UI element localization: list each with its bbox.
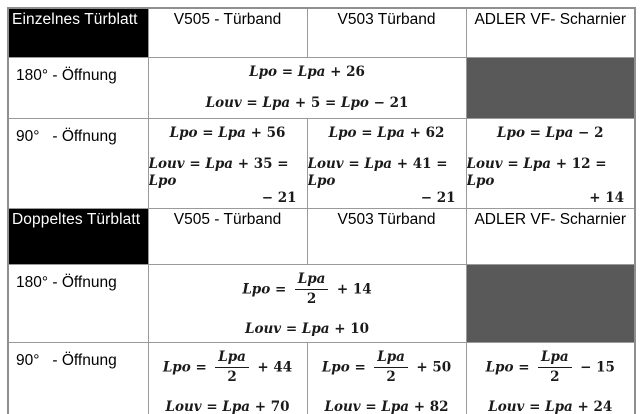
formula-rhs: + 44 <box>257 359 293 376</box>
row-label-90-single: 90° - Öffnung <box>7 117 149 210</box>
table-row: 180° - Öffnung Lpo = Lpa 2 + 14 Louv = L… <box>7 264 636 344</box>
formula-lpo: Lpo = Lpa + 26 <box>249 63 365 80</box>
formula-lpo: Lpo = Lpa + 62 <box>328 124 445 141</box>
formula-louv: Louv = Lpa + 82 <box>324 398 449 414</box>
formula-louv-line: Louv = Lpa + 35 = Lpo <box>148 156 289 190</box>
column-header-adler: ADLER VF- Scharnier <box>465 208 636 266</box>
row-label-180-single: 180° - Öffnung <box>7 56 149 119</box>
hinge-formula-table: Einzelnes Türblatt V505 - Türband V503 T… <box>7 7 636 414</box>
row-label-180-double: 180° - Öffnung <box>7 264 149 344</box>
formula-cell-90-double-adler: Lpo = Lpa 2 − 15 Louv = Lpa + 24 <box>465 342 636 414</box>
fraction: Lpa 2 <box>294 271 329 308</box>
formula-lhs: Lpo = <box>485 359 530 376</box>
fraction-numerator: Lpa <box>537 349 572 368</box>
formula-lpo-fraction: Lpo = Lpa 2 − 15 <box>467 349 634 386</box>
formula-louv: Louv = Lpa + 5 = Lpo − 21 <box>205 95 409 112</box>
placeholder-cell-adler-180-single <box>465 56 636 119</box>
formula-cell-90-single-v505: Lpo = Lpa + 56 Louv = Lpa + 35 = Lpo − 2… <box>147 117 308 210</box>
formula-lpo: Lpo = Lpa − 2 <box>497 124 604 141</box>
formula-louv: Louv = Lpa + 41 = Lpo − 21 <box>307 156 465 207</box>
column-header-v503: V503 Türband <box>306 7 467 58</box>
formula-louv: Louv = Lpa + 70 <box>165 398 290 414</box>
formula-louv: Louv = Lpa + 24 <box>488 398 613 414</box>
formula-louv: Louv = Lpa + 12 = Lpo + 14 <box>466 156 634 207</box>
fraction-numerator: Lpa <box>374 349 408 368</box>
formula-louv-continuation: − 21 <box>261 190 297 207</box>
formula-rhs: − 15 <box>580 359 615 376</box>
formula-lhs: Lpo = <box>242 281 287 298</box>
fraction-denominator: 2 <box>386 369 396 385</box>
fraction-denominator: 2 <box>550 369 560 385</box>
formula-rhs: + 14 <box>336 281 372 298</box>
formula-lhs: Lpo = <box>321 359 366 376</box>
section-header-single-doorleaf: Einzelnes Türblatt <box>7 7 149 58</box>
fraction-numerator: Lpa <box>215 349 249 368</box>
table-row: Einzelnes Türblatt V505 - Türband V503 T… <box>7 7 636 58</box>
placeholder-cell-adler-180-double <box>465 264 636 344</box>
column-header-v503: V503 Türband <box>306 208 467 266</box>
table-row: 180° - Öffnung Lpo = Lpa + 26 Louv = Lpa… <box>7 56 636 119</box>
fraction-denominator: 2 <box>306 291 317 307</box>
formula-cell-180-double-merged: Lpo = Lpa 2 + 14 Louv = Lpa + 10 <box>147 264 467 344</box>
formula-louv-line: Louv = Lpa + 41 = Lpo <box>307 156 448 190</box>
formula-louv: Louv = Lpa + 10 <box>244 320 370 337</box>
formula-cell-90-single-adler: Lpo = Lpa − 2 Louv = Lpa + 12 = Lpo + 14 <box>465 117 636 210</box>
formula-cell-90-double-v503: Lpo = Lpa 2 + 50 Louv = Lpa + 82 <box>306 342 467 414</box>
fraction-denominator: 2 <box>227 369 237 385</box>
formula-lpo-fraction: Lpo = Lpa 2 + 50 <box>308 349 465 386</box>
fraction: Lpa 2 <box>215 349 249 386</box>
formula-lpo-fraction: Lpo = Lpa 2 + 44 <box>149 349 306 386</box>
formula-rhs: + 50 <box>416 359 452 376</box>
formula-louv-continuation: + 14 <box>589 190 624 207</box>
table-row: 90° - Öffnung Lpo = Lpa + 56 Louv = Lpa … <box>7 117 636 210</box>
formula-louv-continuation: − 21 <box>420 190 456 207</box>
column-header-v505: V505 - Türband <box>147 208 308 266</box>
formula-cell-90-double-v505: Lpo = Lpa 2 + 44 Louv = Lpa + 70 <box>147 342 308 414</box>
table-row: Doppeltes Türblatt V505 - Türband V503 T… <box>7 208 636 266</box>
fraction-numerator: Lpa <box>294 271 329 290</box>
formula-lhs: Lpo = <box>162 359 207 376</box>
formula-lpo-fraction: Lpo = Lpa 2 + 14 <box>149 271 465 308</box>
fraction: Lpa 2 <box>374 349 408 386</box>
table-row: 90° - Öffnung Lpo = Lpa 2 + 44 Louv = Lp… <box>7 342 636 414</box>
column-header-v505: V505 - Türband <box>147 7 308 58</box>
formula-cell-90-single-v503: Lpo = Lpa + 62 Louv = Lpa + 41 = Lpo − 2… <box>306 117 467 210</box>
section-header-double-doorleaf: Doppeltes Türblatt <box>7 208 149 266</box>
fraction: Lpa 2 <box>537 349 572 386</box>
formula-louv: Louv = Lpa + 35 = Lpo − 21 <box>148 156 306 207</box>
row-label-90-double: 90° - Öffnung <box>7 342 149 414</box>
formula-louv-line: Louv = Lpa + 12 = Lpo <box>466 156 607 190</box>
column-header-adler: ADLER VF- Scharnier <box>465 7 636 58</box>
formula-lpo: Lpo = Lpa + 56 <box>169 124 286 141</box>
formula-cell-180-single-merged: Lpo = Lpa + 26 Louv = Lpa + 5 = Lpo − 21 <box>147 56 467 119</box>
